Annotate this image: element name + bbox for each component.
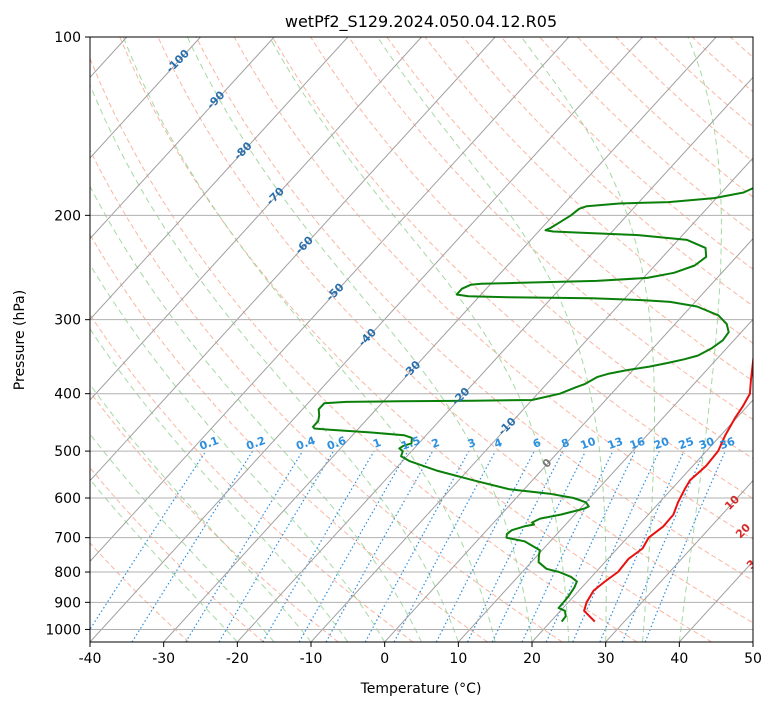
mixing-ratio-line — [364, 450, 470, 642]
moist-adiabat — [186, 37, 533, 642]
dry-adiabat — [90, 313, 414, 642]
x-axis-label: Temperature (°C) — [360, 681, 482, 697]
mixing-ratio-label: 1 — [371, 436, 383, 451]
y-tick-label: 700 — [54, 531, 81, 547]
mixing-ratio-line — [393, 450, 497, 642]
y-axis-label: Pressure (hPa) — [12, 290, 28, 390]
mixing-ratio-label: 10 — [579, 435, 598, 453]
mixing-ratio-line — [185, 450, 304, 642]
mixing-ratio-label: 2 — [430, 436, 442, 451]
x-tick-label: 10 — [449, 651, 467, 667]
mixing-ratio-line — [572, 450, 660, 642]
mixing-ratio-line — [90, 450, 207, 631]
isotherm-line — [90, 37, 201, 159]
y-tick-label: 800 — [54, 565, 81, 581]
y-tick-label: 500 — [54, 444, 81, 460]
moist-adiabat — [90, 185, 422, 642]
mixing-ratio-label: 0.2 — [244, 434, 267, 453]
dry-adiabat — [119, 37, 712, 642]
x-tick-label: 50 — [744, 651, 762, 667]
dry-adiabat-label: 30 — [744, 552, 764, 572]
chart-title: wetPf2_S129.2024.050.04.12.R05 — [285, 12, 557, 32]
moist-adiabat — [678, 37, 722, 642]
dry-adiabat — [195, 37, 753, 582]
x-tick-label: -30 — [152, 651, 175, 667]
isotherm-line — [90, 37, 496, 482]
x-tick-label: 0 — [380, 651, 389, 667]
mixing-ratio-label: 8 — [560, 436, 572, 451]
temperature-line — [583, 351, 753, 623]
mixing-ratio-line — [491, 450, 587, 642]
mixing-ratio-line — [131, 450, 254, 642]
y-axis: 100 200 300 400 500 600 700 800 900 1000 — [45, 30, 90, 638]
x-tick-label: -10 — [300, 651, 323, 667]
dry-adiabat — [90, 467, 264, 642]
isotherm-line — [90, 37, 422, 401]
isotherm-line — [310, 157, 753, 642]
moist-adiabat — [122, 37, 496, 642]
isotherm-line — [236, 76, 753, 642]
mixing-ratio-label: 25 — [677, 435, 696, 452]
mixing-ratio-label: 16 — [628, 435, 647, 453]
dry-adiabat — [539, 37, 753, 234]
mixing-ratio-line — [466, 450, 564, 642]
dry-adiabat — [386, 37, 753, 382]
mixing-ratio-label: 4 — [492, 436, 504, 451]
dry-adiabat — [462, 37, 753, 307]
isotherm-line — [90, 37, 570, 563]
x-tick-label: 40 — [670, 651, 688, 667]
dewpoint-line — [312, 187, 753, 623]
isotherm-line — [163, 37, 717, 642]
dry-adiabat — [348, 37, 753, 421]
mixing-ratio-line — [325, 450, 434, 642]
mixing-ratio-line — [621, 450, 706, 642]
plot-frame — [89, 36, 754, 643]
mixing-ratio-line — [599, 450, 685, 642]
dry-adiabat — [90, 57, 638, 642]
isotherm-line — [384, 237, 753, 642]
mixing-ratio-label: 20 — [652, 435, 671, 453]
moist-adiabat — [90, 328, 349, 642]
profile-lines — [312, 187, 753, 623]
y-tick-label: 400 — [54, 387, 81, 403]
y-tick-label: 1000 — [45, 622, 81, 638]
y-tick-label: 200 — [54, 208, 81, 224]
isotherm-line — [90, 37, 643, 642]
mixing-ratio-label: 3 — [466, 436, 478, 451]
isotherm-line — [605, 479, 753, 642]
moist-adiabat — [377, 37, 607, 642]
x-tick-label: 20 — [523, 651, 541, 667]
moist-adiabat — [520, 37, 655, 642]
dry-adiabat — [157, 37, 753, 624]
isotherm-line — [90, 37, 349, 321]
mixing-ratio-label: 6 — [531, 436, 543, 451]
x-axis: -40 -30 -20 -10 0 10 20 30 40 50 — [79, 642, 762, 667]
mixing-ratio-label: 36 — [718, 435, 737, 453]
mixing-ratio-label: 0.4 — [294, 434, 317, 453]
x-tick-label: -40 — [79, 651, 102, 667]
mixing-ratio-label: 30 — [697, 435, 716, 453]
dry-adiabat — [90, 149, 563, 642]
isotherm-line — [90, 37, 275, 240]
y-tick-label: 300 — [54, 313, 81, 329]
mixing-ratio-label: 13 — [606, 435, 625, 452]
dry-adiabat — [577, 37, 753, 198]
moist-adiabat — [90, 83, 459, 642]
dry-adiabat — [233, 37, 753, 540]
isotherm-line — [531, 399, 753, 642]
background-lines — [90, 37, 753, 642]
y-tick-label: 600 — [54, 491, 81, 507]
x-tick-label: 30 — [597, 651, 615, 667]
dry-adiabat — [615, 37, 753, 163]
y-tick-label: 900 — [54, 595, 81, 611]
mixing-ratio-label: 1.5 — [399, 434, 422, 453]
y-tick-label: 100 — [54, 30, 81, 46]
mixing-ratio-label: 0.6 — [325, 434, 348, 453]
mixing-ratio-label: 0.1 — [198, 434, 221, 453]
moist-adiabat — [90, 263, 386, 642]
isotherm-line — [457, 318, 753, 642]
x-tick-label: -20 — [226, 651, 249, 667]
